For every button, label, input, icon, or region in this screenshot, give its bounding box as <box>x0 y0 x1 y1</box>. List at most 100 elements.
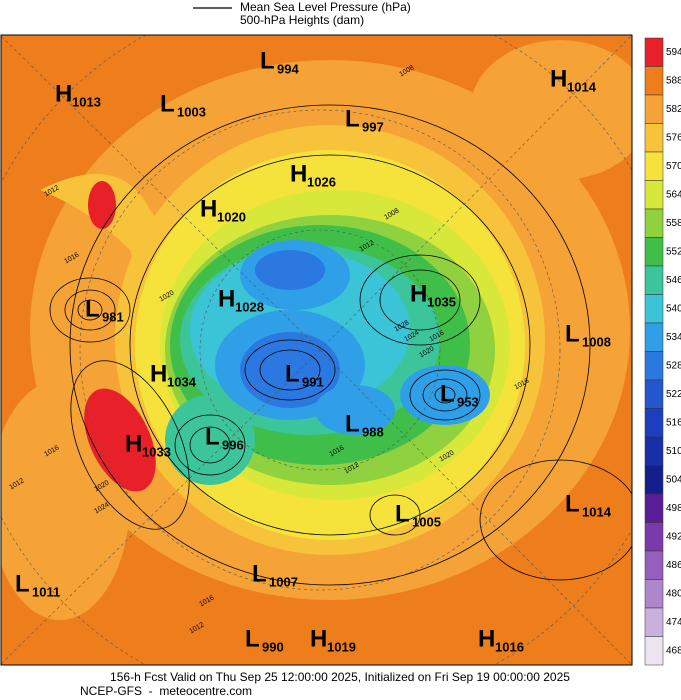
system-pressure: 1003 <box>177 104 206 119</box>
colorbar-label: 528 <box>666 360 681 371</box>
system-pressure: 1007 <box>269 574 298 589</box>
map-frame <box>0 34 633 666</box>
colorbar-label: 486 <box>666 560 681 571</box>
system-letter: L <box>440 380 455 407</box>
colorbar-label: 522 <box>666 389 681 400</box>
system-pressure: 1013 <box>72 94 101 109</box>
colorbar-cell <box>644 123 664 153</box>
system-letter: L <box>15 570 30 597</box>
colorbar-label: 516 <box>666 417 681 428</box>
colorbar-cell <box>644 579 664 609</box>
system-pressure: 991 <box>302 374 324 389</box>
system-letter: L <box>260 47 275 74</box>
system-letter: L <box>345 105 360 132</box>
system-letter: L <box>395 500 410 527</box>
colorbar-cell <box>644 379 664 409</box>
colorbar-cell <box>644 94 664 124</box>
colorbar-label: 480 <box>666 588 681 599</box>
colorbar-label: 582 <box>666 104 681 115</box>
colorbar-label: 492 <box>666 531 681 542</box>
colorbar-label: 474 <box>666 617 681 628</box>
system-pressure: 953 <box>457 394 479 409</box>
footer-valid: 156-h Fcst Valid on Thu Sep 25 12:00:00 … <box>110 670 570 684</box>
system-letter: H <box>218 285 235 312</box>
colorbar-cell <box>644 436 664 466</box>
colorbar-label: 504 <box>666 474 681 485</box>
system-pressure: 1019 <box>327 639 356 654</box>
colorbar-cell <box>644 351 664 381</box>
system-letter: H <box>125 430 142 457</box>
system-letter: H <box>200 195 217 222</box>
colorbar-cell <box>644 408 664 438</box>
colorbar-cell <box>644 294 664 324</box>
system-pressure: 1014 <box>567 79 597 94</box>
colorbar-label: 468 <box>666 645 681 656</box>
colorbar-cell <box>644 237 664 267</box>
colorbar-label: 510 <box>666 446 681 457</box>
legend-mslp: Mean Sea Level Pressure (hPa) <box>240 0 411 14</box>
system-letter: L <box>565 320 580 347</box>
colorbar-label: 558 <box>666 218 681 229</box>
colorbar-cell <box>644 265 664 295</box>
system-letter: L <box>285 360 300 387</box>
system-letter: L <box>345 410 360 437</box>
system-letter: H <box>150 360 167 387</box>
system-pressure: 1034 <box>167 374 197 389</box>
system-letter: H <box>310 625 327 652</box>
colorbar-cell <box>644 522 664 552</box>
system-pressure: 1020 <box>217 209 246 224</box>
system-pressure: 1005 <box>412 514 441 529</box>
colorbar-cell <box>644 208 664 238</box>
system-letter: H <box>290 160 307 187</box>
system-letter: L <box>160 90 175 117</box>
colorbar-label: 588 <box>666 75 681 86</box>
colorbar-label: 534 <box>666 332 681 343</box>
system-pressure: 1035 <box>427 294 456 309</box>
system-pressure: 1008 <box>582 334 611 349</box>
system-pressure: 988 <box>362 424 384 439</box>
system-pressure: 990 <box>262 639 284 654</box>
colorbar-cell <box>644 37 664 67</box>
system-letter: H <box>410 280 427 307</box>
system-letter: H <box>55 80 72 107</box>
colorbar-label: 564 <box>666 189 681 200</box>
colorbar-cell <box>644 465 664 495</box>
colorbar-cell <box>644 636 664 666</box>
colorbar-cell <box>644 66 664 96</box>
system-letter: L <box>205 423 220 450</box>
footer-source: NCEP-GFS - meteocentre.com <box>80 684 252 698</box>
system-letter: L <box>565 490 580 517</box>
colorbar-label: 570 <box>666 161 681 172</box>
system-pressure: 1026 <box>307 174 336 189</box>
system-letter: L <box>245 625 260 652</box>
colorbar-cell <box>644 180 664 210</box>
colorbar-label: 498 <box>666 503 681 514</box>
system-letter: H <box>478 625 495 652</box>
colorbar-cell <box>644 322 664 352</box>
colorbar-label: 540 <box>666 303 681 314</box>
colorbar-label: 546 <box>666 275 681 286</box>
colorbar-cell <box>644 607 664 637</box>
system-pressure: 981 <box>102 309 124 324</box>
system-pressure: 1011 <box>32 584 60 599</box>
system-letter: H <box>550 65 567 92</box>
colorbar-label: 552 <box>666 246 681 257</box>
colorbar-cell <box>644 550 664 580</box>
system-pressure: 1033 <box>142 444 171 459</box>
colorbar-cell <box>644 151 664 181</box>
system-letter: L <box>85 295 100 322</box>
system-pressure: 1016 <box>495 639 524 654</box>
system-letter: L <box>252 560 267 587</box>
system-pressure: 997 <box>362 119 384 134</box>
colorbar-cell <box>644 493 664 523</box>
system-pressure: 1014 <box>582 504 612 519</box>
legend-heights: 500-hPa Heights (dam) <box>240 13 364 27</box>
colorbar-label: 576 <box>666 132 681 143</box>
system-pressure: 996 <box>222 437 244 452</box>
system-pressure: 1028 <box>235 299 264 314</box>
system-pressure: 994 <box>277 61 299 76</box>
colorbar-label: 594 <box>666 47 681 58</box>
